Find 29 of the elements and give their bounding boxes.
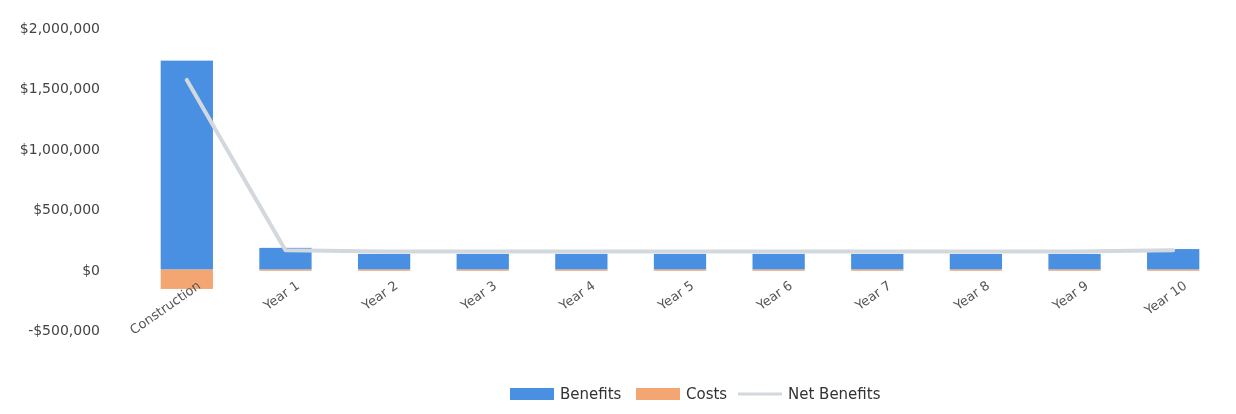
legend-label: Net Benefits: [788, 385, 881, 404]
bar: [357, 253, 411, 270]
x-tick-label: Year 5: [654, 277, 697, 314]
x-tick-label: Year 2: [358, 277, 401, 314]
x-tick-label: Year 4: [555, 277, 598, 314]
x-tick-label: Year 10: [1140, 277, 1190, 319]
bar: [160, 60, 213, 270]
x-tick-label: Year 1: [259, 277, 302, 314]
bar: [851, 253, 904, 270]
y-tick-label: $500,000: [33, 201, 100, 218]
bar: [1048, 253, 1101, 270]
y-tick-label: $1,000,000: [19, 140, 100, 157]
y-tick-label: $0: [82, 261, 100, 278]
bar: [752, 253, 805, 270]
bar: [456, 253, 509, 270]
y-tick-label: $1,500,000: [19, 80, 100, 97]
x-tick-label: Year 6: [752, 277, 796, 314]
legend-label: Costs: [686, 385, 728, 404]
x-tick-label: Year 3: [457, 277, 500, 314]
x-tick-label: Year 7: [851, 277, 894, 314]
bar: [555, 253, 608, 270]
legend-label: Benefits: [560, 385, 622, 404]
bar: [653, 253, 707, 270]
bar: [1147, 249, 1200, 270]
bar: [949, 253, 1003, 270]
x-tick-label: Year 9: [1048, 277, 1091, 314]
x-tick-label: Year 8: [950, 277, 993, 314]
y-tick-label: $2,000,000: [19, 19, 100, 36]
y-tick-label: -$500,000: [28, 321, 100, 338]
